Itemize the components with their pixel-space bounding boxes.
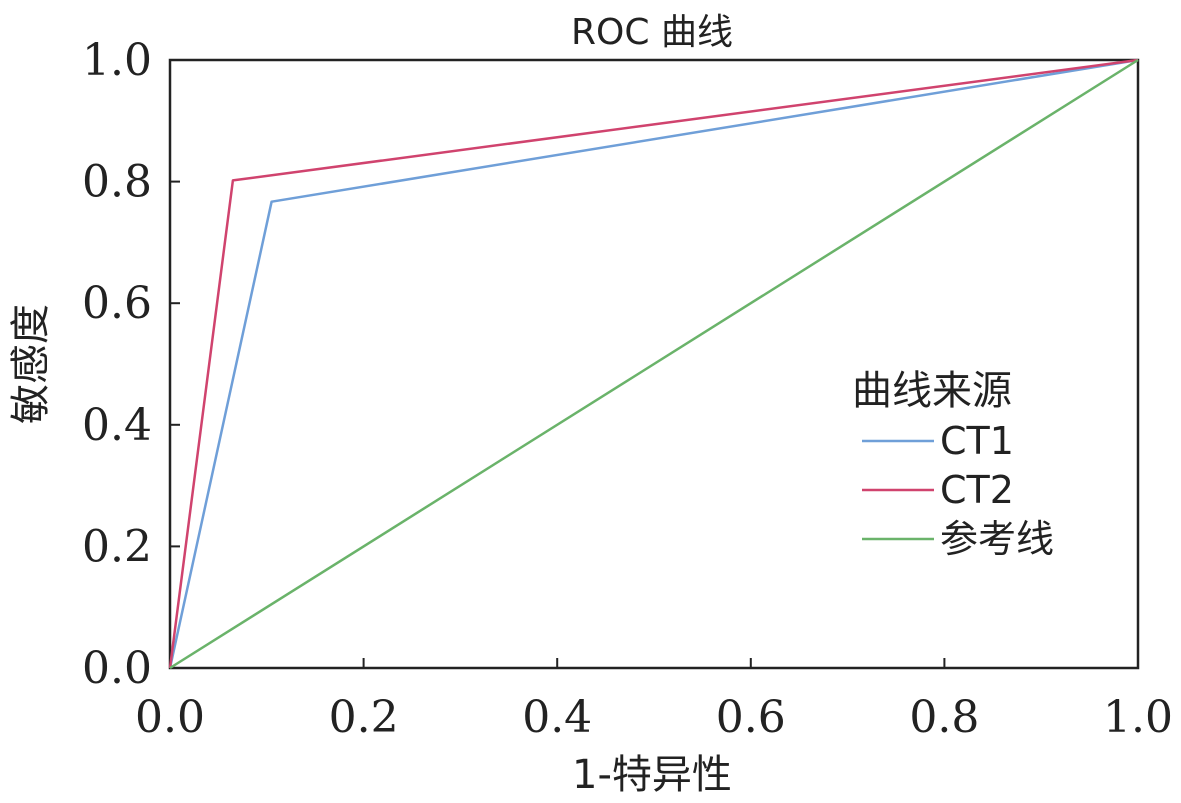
y-tick-label: 0.8 [82, 157, 152, 208]
x-tick-label: 1.0 [1103, 692, 1173, 743]
legend-title: 曲线来源 [852, 368, 1012, 414]
legend-label: CT2 [940, 468, 1014, 512]
series-line-1 [168, 58, 1139, 669]
legend-label: CT1 [940, 419, 1014, 463]
x-tick-label: 0.6 [716, 692, 786, 743]
plot-frame [168, 58, 1140, 670]
y-axis-title: 敏感度 [8, 304, 54, 424]
x-tick-label: 0.2 [329, 692, 399, 743]
chart-title: ROC 曲线 [571, 12, 733, 53]
y-tick-label: 0.2 [82, 521, 152, 572]
legend: 曲线来源 CT1 CT2 参考线 [852, 368, 1054, 561]
y-tick-label: 0.6 [82, 278, 152, 329]
series-line-3 [169, 58, 1139, 670]
series-lines [168, 58, 1139, 670]
x-axis-title: 1-特异性 [572, 752, 732, 798]
y-tick-label: 0.0 [82, 643, 152, 694]
y-tick-label: 0.4 [82, 400, 152, 451]
x-ticks: 0.0 0.2 0.4 0.6 0.8 1.0 [135, 658, 1173, 743]
x-tick-label: 0.4 [522, 692, 592, 743]
x-tick-label: 0.8 [909, 692, 979, 743]
y-tick-label: 1.0 [82, 35, 152, 86]
x-tick-label: 0.0 [135, 692, 205, 743]
legend-label: 参考线 [940, 517, 1054, 561]
y-ticks: 0.0 0.2 0.4 0.6 0.8 1.0 [82, 35, 180, 694]
series-line-2 [168, 58, 1139, 669]
